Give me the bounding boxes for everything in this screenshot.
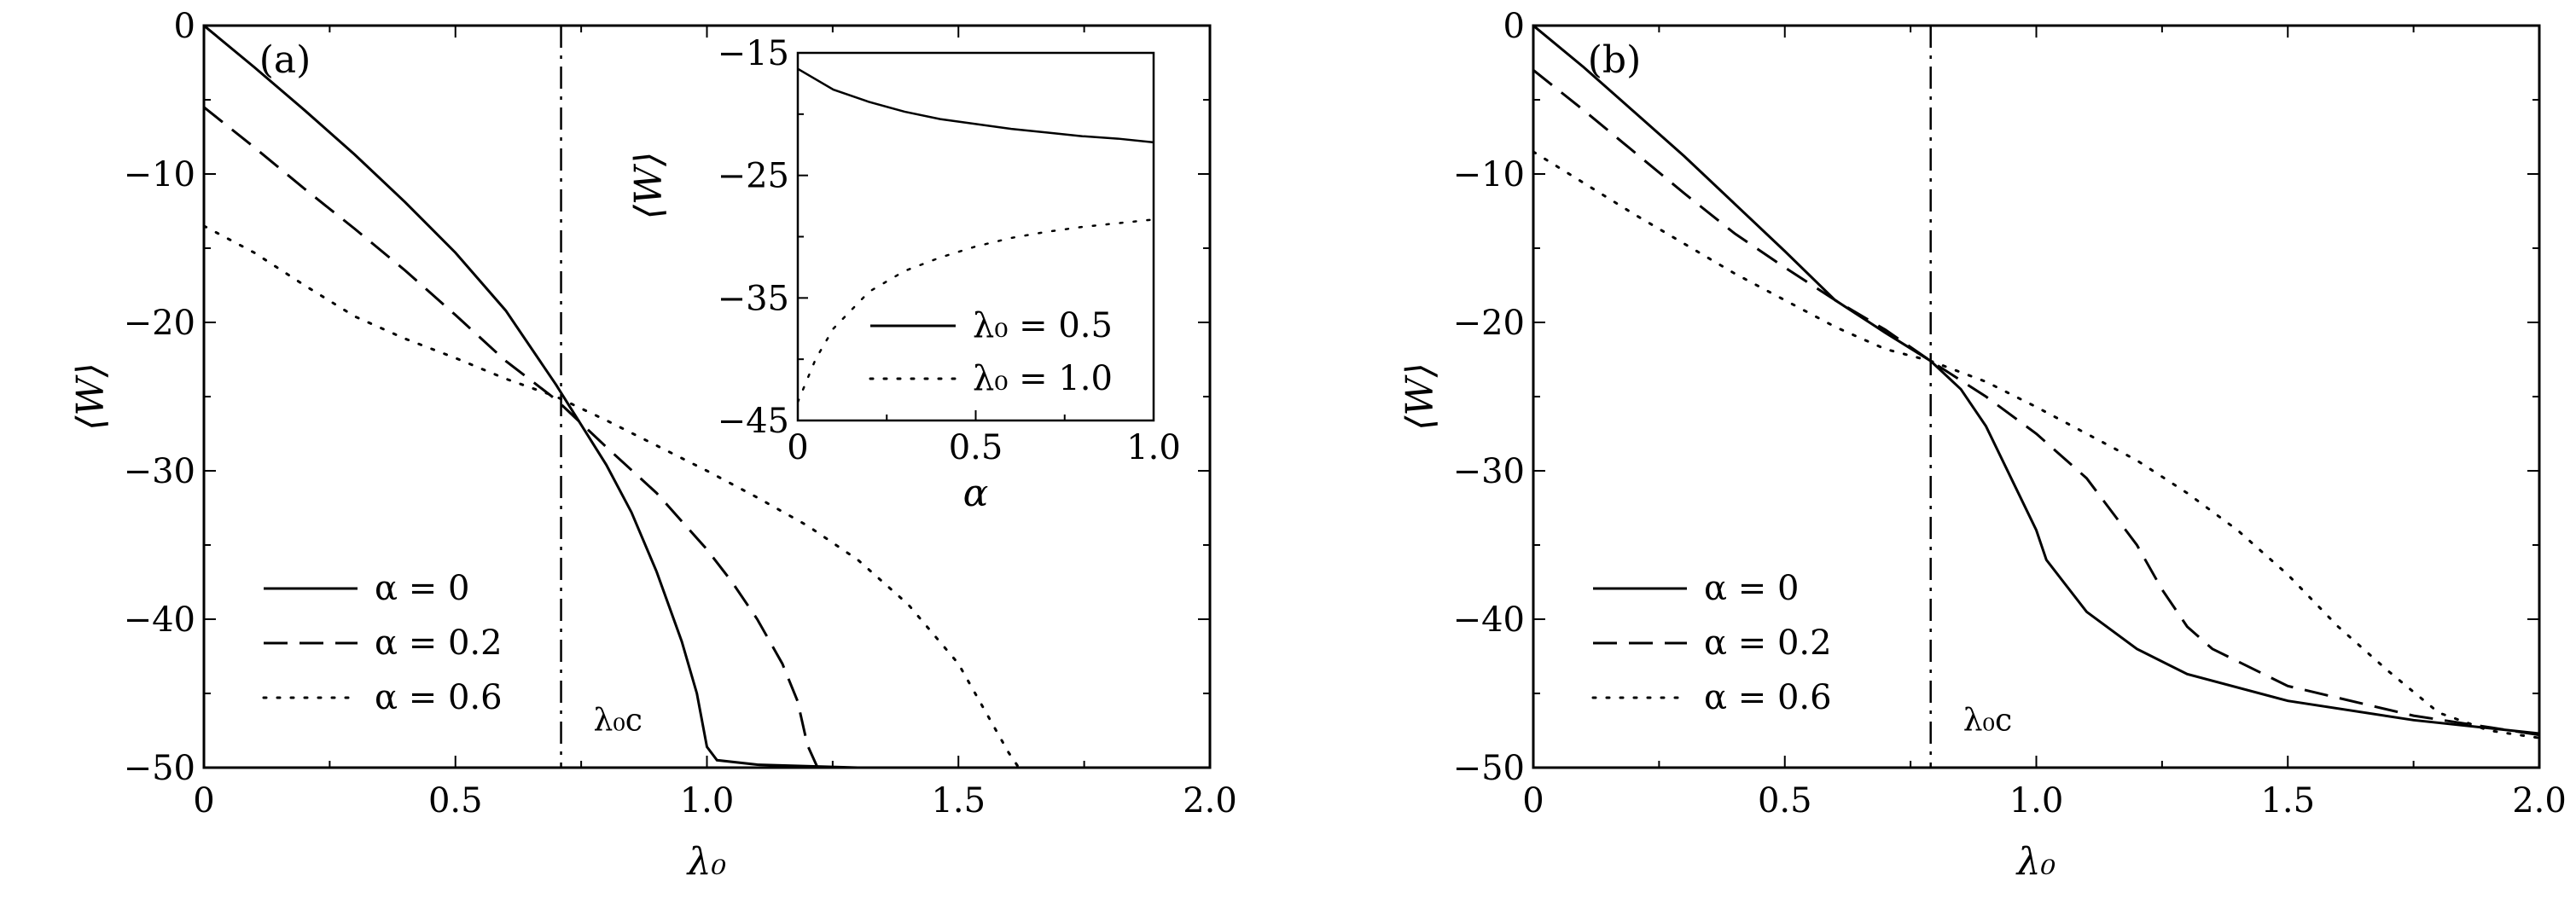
y-tick-label: −40 <box>124 600 195 640</box>
series-line-0 <box>204 26 1160 768</box>
inset-y-tick-label: −15 <box>718 34 789 73</box>
x-tick-label: 2.0 <box>2512 781 2567 821</box>
x-tick-label: 0.5 <box>428 781 483 821</box>
y-tick-label: −10 <box>1453 155 1525 194</box>
series-line-0 <box>1533 26 2539 735</box>
series-line-2 <box>1533 150 2539 739</box>
x-tick-label: 1.5 <box>2260 781 2315 821</box>
panel-label: (a) <box>259 38 311 82</box>
series-line-1 <box>1533 69 2539 737</box>
inset-y-axis-title: ⟨W⟩ <box>627 152 671 220</box>
y-tick-label: −50 <box>1453 749 1525 788</box>
y-tick-label: −50 <box>124 749 195 788</box>
y-tick-label: −20 <box>1453 304 1525 343</box>
x-tick-label: 2.0 <box>1183 781 1237 821</box>
panel-a: λ₀c 0 0.5 1.0 1.5 2.0 0 −10 −20 −30 −40 −50 λ₀ ⟨W⟩ (a)… <box>69 7 1237 884</box>
panel-label: (b) <box>1588 38 1642 82</box>
y-tick-label: 0 <box>1503 7 1525 46</box>
x-tick-label: 1.5 <box>931 781 986 821</box>
inset-background <box>798 53 1154 420</box>
y-tick-label: −40 <box>1453 600 1525 640</box>
panel-b: λ₀c 0 0.5 1.0 1.5 2.0 0 −10 −20 −30 −40 −50 λ₀ ⟨W⟩ (b)… <box>1398 7 2567 884</box>
inset-x-tick-label: 0.5 <box>949 428 1003 467</box>
inset-x-tick-label: 1.0 <box>1126 428 1181 467</box>
plot-frame <box>1532 24 2541 769</box>
inset: 0 0.5 1.0 −15 −25 −35 −45 α ⟨W⟩ λ₀ = 0.5 λ₀ = 1.0 <box>627 34 1181 515</box>
critical-line-label: λ₀c <box>1963 704 2012 739</box>
y-tick-label: −30 <box>124 452 195 491</box>
inset-y-tick-label: −25 <box>718 157 789 196</box>
x-axis-title: λ₀ <box>2015 840 2056 884</box>
series-line-2 <box>204 224 1021 768</box>
y-tick-label: −20 <box>124 304 195 343</box>
inset-series-line-0 <box>798 67 1154 144</box>
x-axis-title: λ₀ <box>686 840 727 884</box>
x-tick-label: 0.5 <box>1758 781 1812 821</box>
y-axis-title: ⟨W⟩ <box>1398 362 1442 431</box>
legend: α = 0 α = 0.2 α = 0.6 <box>1591 569 1832 717</box>
x-tick-label: 1.0 <box>2009 781 2064 821</box>
inset-x-axis-title: α <box>963 472 989 515</box>
inset-y-tick-label: −45 <box>718 402 789 441</box>
legend: α = 0 α = 0.2 α = 0.6 <box>262 569 503 717</box>
legend-label-2: α = 0.6 <box>375 678 503 717</box>
legend-label-0: α = 0 <box>1704 569 1799 608</box>
y-axis-title: ⟨W⟩ <box>69 362 113 431</box>
legend-label-0: α = 0 <box>375 569 469 608</box>
x-tick-label: 0 <box>1522 781 1544 821</box>
legend-label-1: α = 0.2 <box>375 623 503 663</box>
inset-legend-label-1: λ₀ = 1.0 <box>973 359 1113 398</box>
critical-line-label: λ₀c <box>594 704 643 739</box>
x-tick-label: 1.0 <box>680 781 735 821</box>
inset-x-tick-label: 0 <box>787 428 808 467</box>
legend-label-1: α = 0.2 <box>1704 623 1832 663</box>
x-tick-label: 0 <box>193 781 214 821</box>
legend-label-2: α = 0.6 <box>1704 678 1832 717</box>
y-tick-label: 0 <box>174 7 195 46</box>
series-line-1 <box>204 106 1160 768</box>
y-tick-label: −30 <box>1453 452 1525 491</box>
inset-y-tick-label: −35 <box>718 279 789 318</box>
y-tick-label: −10 <box>124 155 195 194</box>
inset-legend-label-0: λ₀ = 0.5 <box>973 306 1113 345</box>
